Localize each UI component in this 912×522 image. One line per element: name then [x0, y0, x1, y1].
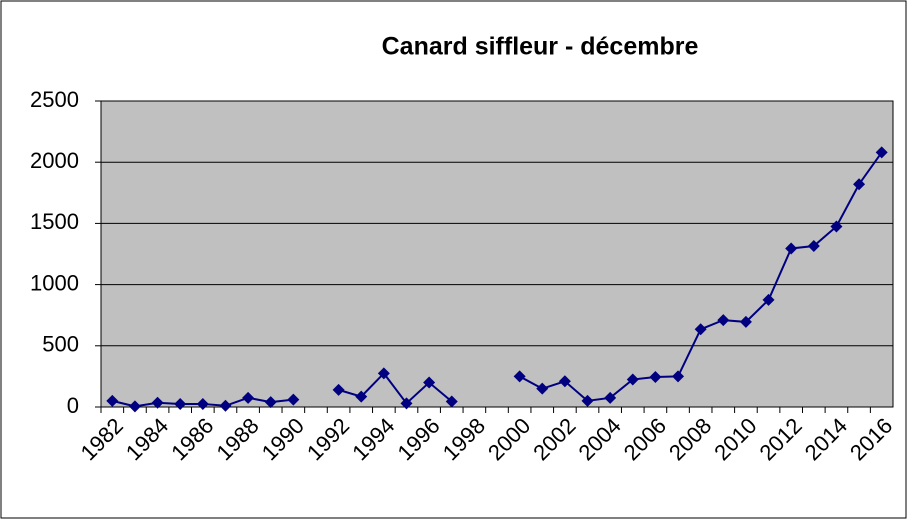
- chart-title: Canard siffleur - décembre: [382, 33, 699, 61]
- data-point: [536, 382, 549, 395]
- y-tick-label: 0: [67, 393, 79, 418]
- data-point: [649, 371, 662, 384]
- data-point: [739, 315, 752, 328]
- data-point: [672, 370, 685, 383]
- data-point: [332, 383, 345, 396]
- data-point: [762, 293, 775, 306]
- data-point: [445, 395, 458, 408]
- data-point: [106, 394, 119, 407]
- y-tick-label: 500: [42, 332, 79, 357]
- data-point: [513, 370, 526, 383]
- data-point: [717, 314, 730, 327]
- y-tick-label: 1500: [30, 209, 79, 234]
- data-point: [400, 397, 413, 410]
- data-point: [355, 390, 368, 403]
- data-point: [242, 391, 255, 404]
- data-point: [581, 394, 594, 407]
- data-point: [875, 146, 888, 159]
- data-point: [423, 376, 436, 389]
- data-point: [785, 242, 798, 255]
- data-point: [807, 240, 820, 253]
- data-point: [626, 373, 639, 386]
- data-point: [196, 397, 209, 410]
- data-point: [377, 367, 390, 380]
- data-point: [219, 399, 232, 412]
- data-point: [151, 396, 164, 409]
- data-point: [604, 391, 617, 404]
- data-point: [558, 375, 571, 388]
- plot-border: [100, 100, 894, 408]
- data-point: [264, 396, 277, 409]
- data-point: [128, 400, 141, 413]
- data-point: [853, 178, 866, 191]
- y-tick-label: 2000: [30, 148, 79, 173]
- y-tick-label: 2500: [30, 87, 79, 112]
- data-point: [830, 220, 843, 233]
- data-point: [174, 397, 187, 410]
- y-tick-label: 1000: [30, 270, 79, 295]
- data-point: [694, 323, 707, 336]
- data-point: [287, 393, 300, 406]
- plot-area: [101, 101, 893, 407]
